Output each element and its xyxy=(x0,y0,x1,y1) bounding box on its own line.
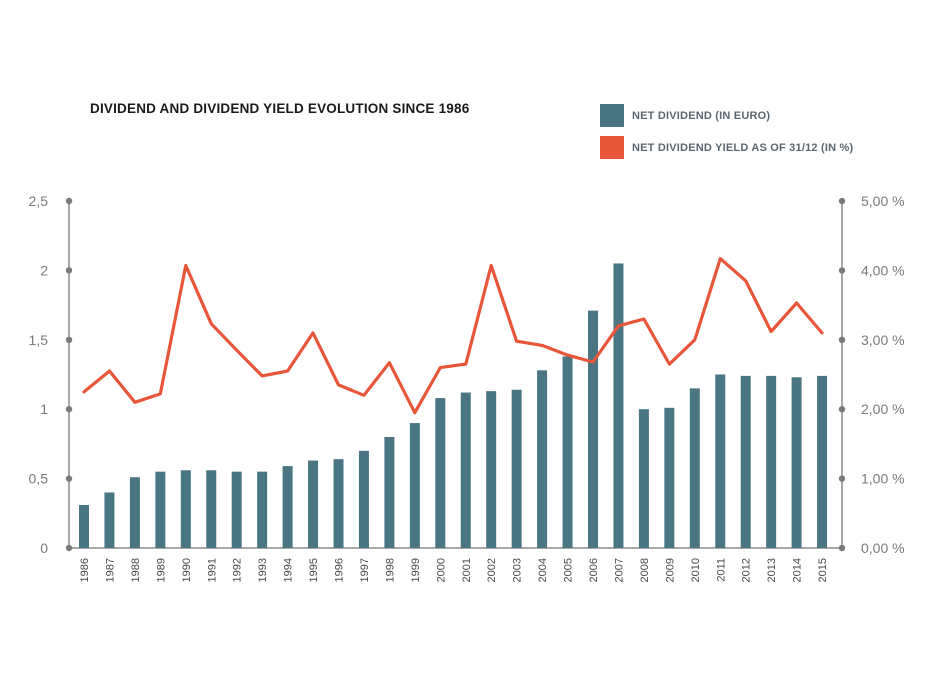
bar-net-dividend xyxy=(562,356,573,548)
legend-label-dividend-yield: NET DIVIDEND YIELD AS OF 31/12 (IN %) xyxy=(632,141,854,154)
bar-net-dividend xyxy=(282,466,293,548)
bar-net-dividend xyxy=(231,471,242,548)
y-right-tick-label: 1,00 % xyxy=(861,471,905,487)
x-tick-label: 1990 xyxy=(181,558,193,582)
x-tick-label: 1986 xyxy=(79,558,91,582)
x-tick-label: 2007 xyxy=(613,558,625,582)
bar-net-dividend xyxy=(435,398,446,548)
y-right-tick-dot xyxy=(838,475,846,482)
y-right-tick-label: 2,00 % xyxy=(861,401,905,417)
y-left-tick-dot xyxy=(65,406,73,413)
bar-net-dividend xyxy=(638,409,649,548)
bar-net-dividend xyxy=(155,471,166,548)
x-tick-label: 1991 xyxy=(206,558,218,582)
x-tick-label: 2009 xyxy=(664,558,676,582)
y-left-tick-label: 2 xyxy=(40,262,48,278)
x-tick-label: 1995 xyxy=(308,558,320,582)
bar-net-dividend xyxy=(613,263,624,548)
legend-item-net-dividend: NET DIVIDEND (IN EURO) xyxy=(600,104,770,127)
bar-net-dividend xyxy=(308,460,319,548)
y-right-tick-dot xyxy=(838,544,846,552)
bar-net-dividend xyxy=(384,436,395,548)
x-tick-label: 2008 xyxy=(639,558,651,582)
x-tick-label: 1999 xyxy=(410,558,422,582)
bar-net-dividend xyxy=(537,370,548,548)
y-left-tick-label: 1 xyxy=(40,401,48,417)
bar-net-dividend xyxy=(740,375,751,548)
x-tick-label: 2000 xyxy=(435,558,447,582)
legend-swatch-dividend-yield xyxy=(600,136,624,159)
bar-net-dividend xyxy=(129,477,140,548)
y-right-tick-dot xyxy=(838,197,846,205)
x-tick-label: 2006 xyxy=(588,558,600,582)
bar-net-dividend xyxy=(104,492,115,548)
x-tick-label: 2013 xyxy=(766,558,778,582)
x-tick-label: 1998 xyxy=(384,558,396,582)
x-tick-label: 2004 xyxy=(537,558,549,582)
x-tick-label: 2001 xyxy=(461,558,473,582)
x-tick-label: 1996 xyxy=(334,558,346,582)
bar-net-dividend xyxy=(715,374,726,548)
x-tick-label: 1988 xyxy=(130,558,142,582)
y-left-tick-dot xyxy=(65,267,73,274)
x-tick-label: 1994 xyxy=(283,558,295,582)
bar-net-dividend xyxy=(588,310,598,548)
line-dividend-yield xyxy=(82,257,824,415)
y-right-tick-dot xyxy=(838,406,846,413)
bar-net-dividend xyxy=(79,504,89,548)
bar-net-dividend xyxy=(460,392,471,548)
bar-net-dividend xyxy=(358,450,369,548)
x-tick-label: 2015 xyxy=(817,558,829,582)
chart-title: DIVIDEND AND DIVIDEND YIELD EVOLUTION SI… xyxy=(90,101,470,116)
bar-net-dividend xyxy=(664,407,675,548)
y-left-tick-dot xyxy=(65,475,73,482)
x-tick-label: 1993 xyxy=(257,558,269,582)
x-tick-label: 2002 xyxy=(486,558,498,582)
y-left-tick-label: 1,5 xyxy=(29,332,49,348)
x-tick-label: 2011 xyxy=(715,558,727,582)
y-left-tick-dot xyxy=(65,336,73,343)
legend-label-net-dividend: NET DIVIDEND (IN EURO) xyxy=(632,109,771,122)
y-right-tick-label: 4,00 % xyxy=(861,262,905,278)
bar-net-dividend xyxy=(817,375,828,548)
y-right-tick-label: 0,00 % xyxy=(861,540,905,556)
bar-net-dividend xyxy=(511,389,522,548)
y-left-tick-label: 0 xyxy=(40,540,48,556)
x-tick-label: 1997 xyxy=(359,558,371,582)
y-left-tick-dot xyxy=(65,197,73,205)
legend-swatch-net-dividend xyxy=(600,104,624,127)
x-tick-label: 2014 xyxy=(792,558,804,582)
bar-net-dividend xyxy=(791,377,802,548)
x-tick-label: 1989 xyxy=(155,558,167,582)
bar-net-dividend xyxy=(206,470,217,548)
bar-net-dividend xyxy=(257,471,268,548)
bar-net-dividend xyxy=(486,391,497,548)
bar-net-dividend xyxy=(689,388,700,548)
bar-net-dividend xyxy=(180,470,191,548)
bar-net-dividend xyxy=(333,459,344,548)
bar-net-dividend xyxy=(409,423,420,548)
y-right-tick-label: 3,00 % xyxy=(861,332,905,348)
x-tick-label: 1992 xyxy=(232,558,244,582)
y-right-tick-dot xyxy=(838,267,846,274)
x-tick-label: 2010 xyxy=(690,558,702,582)
x-tick-label: 2012 xyxy=(741,558,753,582)
y-right-tick-label: 5,00 % xyxy=(861,193,905,209)
y-left-tick-label: 0,5 xyxy=(29,471,49,487)
y-left-tick-dot xyxy=(65,544,73,552)
y-left-tick-label: 2,5 xyxy=(29,193,49,209)
bar-net-dividend xyxy=(766,375,777,548)
y-right-tick-dot xyxy=(838,336,846,343)
x-tick-label: 2005 xyxy=(563,558,575,582)
x-tick-label: 2003 xyxy=(512,558,524,582)
legend-item-dividend-yield: NET DIVIDEND YIELD AS OF 31/12 (IN %) xyxy=(600,136,853,159)
x-tick-label: 1987 xyxy=(104,558,116,582)
